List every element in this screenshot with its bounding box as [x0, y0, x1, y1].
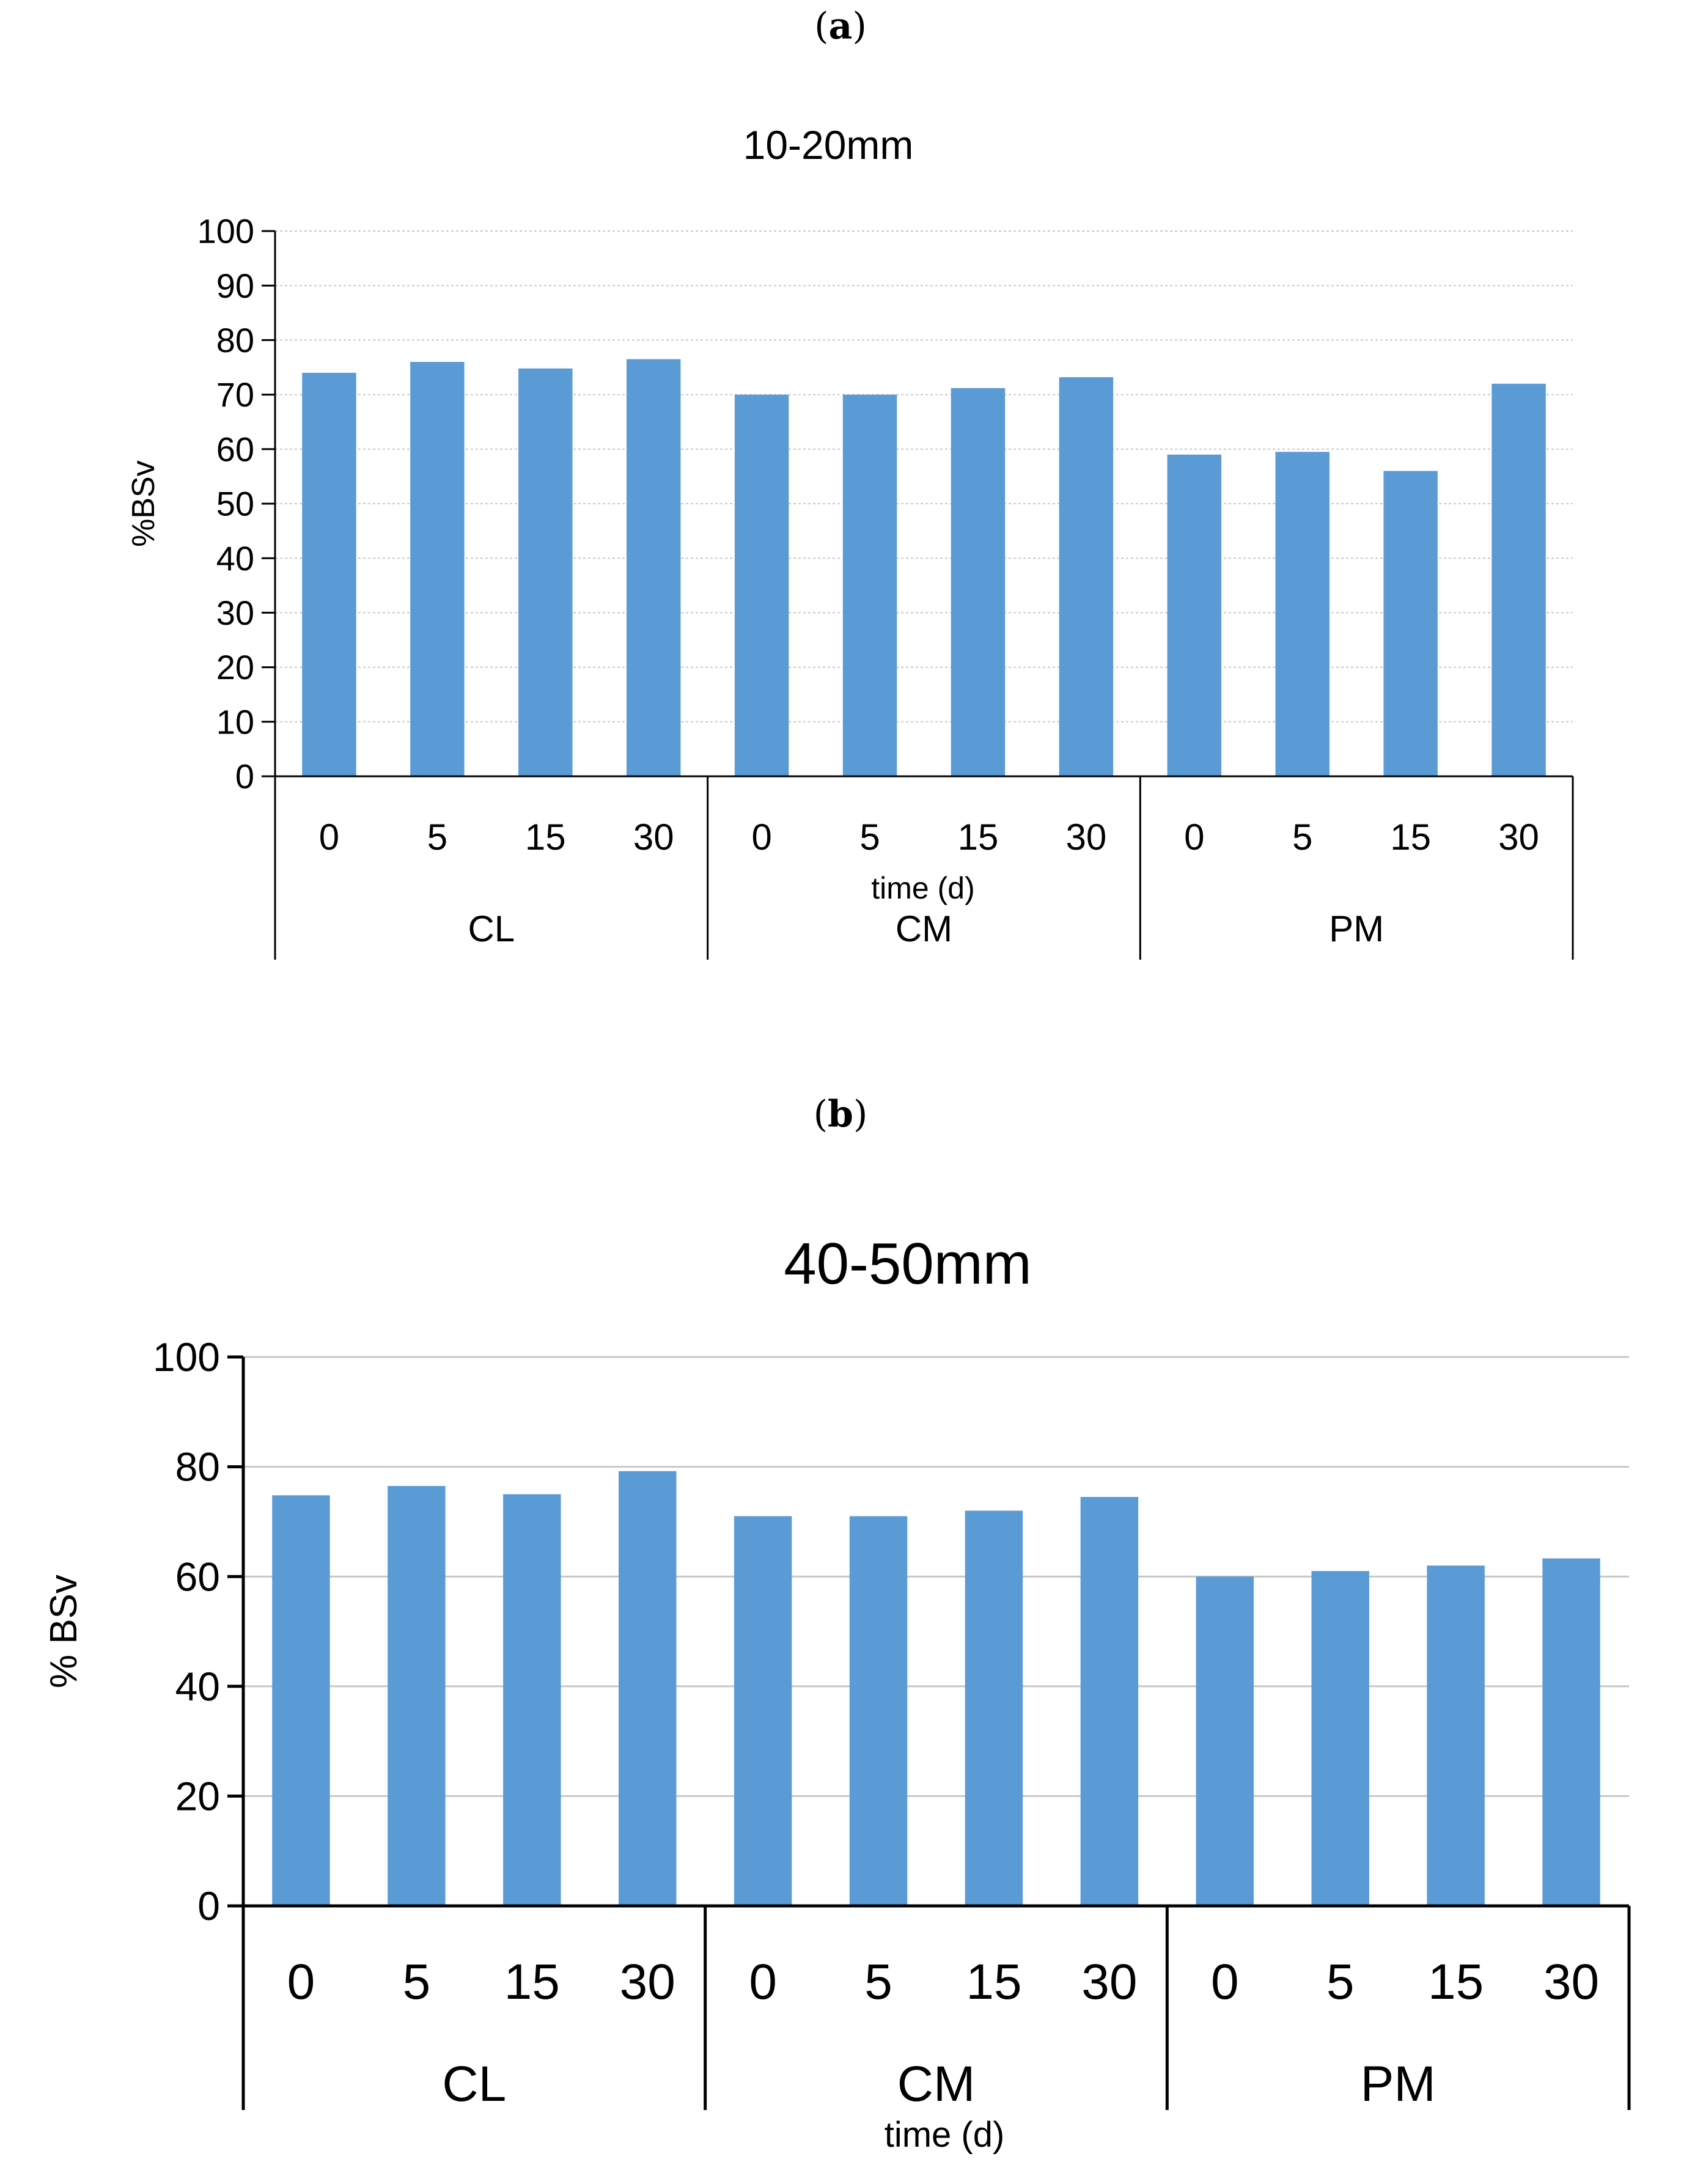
x-category-label: 0	[287, 1954, 315, 2010]
x-category-label: 0	[749, 1954, 777, 2010]
x-category-label: 5	[427, 817, 447, 858]
x-group-label: PM	[1329, 908, 1384, 949]
bar-cl-0	[302, 372, 356, 776]
x-category-label: 0	[319, 817, 339, 858]
bar-cm-30	[1080, 1496, 1139, 1906]
x-category-label: 0	[751, 817, 771, 858]
y-axis-label: % BSv	[43, 1575, 85, 1688]
x-group-label: PM	[1361, 2056, 1436, 2112]
x-group-label: CL	[468, 908, 515, 949]
x-category-label: 30	[1498, 817, 1539, 858]
panel-label-b: (b)	[813, 1093, 868, 1136]
x-category-label: 15	[1390, 817, 1431, 858]
y-tick-label: 60	[216, 430, 254, 468]
y-tick-label: 50	[216, 485, 254, 523]
bar-pm-5	[1311, 1571, 1369, 1906]
y-tick-label: 90	[216, 267, 254, 305]
x-category-label: 15	[504, 1954, 560, 2010]
bar-cl-30	[618, 1471, 677, 1906]
x-axis-title: time (d)	[885, 2115, 1005, 2155]
bar-cm-15	[965, 1510, 1023, 1906]
bar-pm-0	[1196, 1576, 1254, 1906]
x-category-label: 15	[958, 817, 999, 858]
y-tick-label: 70	[216, 375, 254, 414]
x-group-label: CL	[442, 2056, 506, 2112]
x-category-label: 5	[1326, 1954, 1355, 2010]
x-category-label: 5	[403, 1954, 431, 2010]
chart-title: 10-20mm	[743, 122, 914, 167]
y-tick-label: 0	[197, 1883, 220, 1928]
y-axis-label: %BSv	[126, 460, 161, 547]
panel-letter-b: b	[828, 1093, 853, 1136]
bar-pm-30	[1492, 383, 1546, 776]
chart-title: 40-50mm	[784, 1231, 1031, 1296]
bar-cl-5	[410, 362, 465, 776]
x-category-label: 0	[1184, 817, 1204, 858]
panel-letter-a: a	[828, 5, 853, 48]
x-axis-title: time (d)	[871, 871, 974, 905]
x-category-label: 30	[633, 817, 674, 858]
x-category-label: 5	[1292, 817, 1312, 858]
y-tick-label: 10	[216, 702, 254, 741]
y-tick-label: 30	[216, 594, 254, 632]
bar-pm-15	[1427, 1565, 1485, 1906]
bar-pm-5	[1275, 452, 1330, 776]
x-category-label: 15	[525, 817, 566, 858]
chart-b: 40-50mm 0 20 40 60 80 100 % BSv 0 5 15 30 CL 0 5 15 30 CM…	[43, 1231, 1631, 2155]
bar-cl-5	[388, 1486, 446, 1906]
x-category-label: 30	[1081, 1954, 1137, 2010]
bar-pm-30	[1542, 1558, 1600, 1906]
x-category-label: 30	[1066, 817, 1107, 858]
y-tick-label: 80	[175, 1444, 220, 1490]
panel-label-a: (a)	[814, 5, 867, 48]
bar-cm-15	[951, 388, 1006, 776]
y-tick-label: 100	[197, 212, 254, 251]
bar-cl-0	[272, 1495, 330, 1906]
x-category-label: 5	[859, 817, 880, 858]
y-tick-label: 20	[175, 1774, 220, 1819]
bar-cl-30	[626, 359, 681, 776]
x-category-label: 15	[966, 1954, 1021, 2010]
bar-cm-0	[734, 1516, 792, 1906]
y-tick-label: 20	[216, 648, 254, 686]
x-group-label: CM	[896, 908, 952, 949]
bar-cl-15	[518, 368, 573, 776]
bar-cm-5	[849, 1516, 908, 1906]
x-category-label: 30	[620, 1954, 675, 2010]
bar-cl-15	[503, 1494, 561, 1906]
y-tick-label: 40	[216, 539, 254, 578]
x-category-label: 0	[1211, 1954, 1239, 2010]
bar-cm-30	[1059, 377, 1114, 776]
y-tick-label: 80	[216, 321, 254, 359]
y-tick-label: 40	[175, 1664, 220, 1709]
x-group-label: CM	[897, 2056, 976, 2112]
x-category-label: 15	[1428, 1954, 1484, 2010]
y-tick-label: 0	[235, 757, 254, 796]
x-category-label: 30	[1543, 1954, 1599, 2010]
bar-pm-15	[1383, 471, 1438, 776]
x-category-label: 5	[864, 1954, 892, 2010]
bar-pm-0	[1167, 454, 1222, 776]
y-tick-label: 60	[175, 1554, 220, 1599]
bar-cm-0	[734, 394, 789, 776]
bar-cm-5	[842, 394, 897, 776]
y-tick-label: 100	[153, 1334, 220, 1380]
